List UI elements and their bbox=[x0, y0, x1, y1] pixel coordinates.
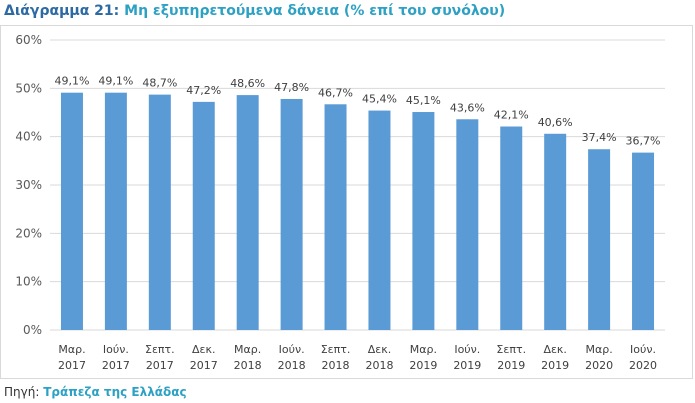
data-label: 45,1% bbox=[406, 94, 441, 107]
bar bbox=[192, 101, 215, 330]
x-tick-label: 2017 bbox=[190, 359, 218, 372]
source-label: Πηγή: bbox=[4, 385, 40, 399]
bar bbox=[148, 94, 171, 330]
chart-title: Διάγραμμα 21: Μη εξυπηρετούμενα δάνεια (… bbox=[4, 3, 505, 19]
x-tick-label: 2020 bbox=[585, 359, 613, 372]
data-label: 40,6% bbox=[538, 116, 573, 129]
data-label: 48,6% bbox=[230, 77, 265, 90]
bar bbox=[368, 110, 391, 330]
y-tick-label: 60% bbox=[15, 33, 42, 47]
y-tick-label: 0% bbox=[23, 323, 42, 337]
bar bbox=[412, 112, 435, 331]
x-tick-label: Δεκ. bbox=[192, 343, 215, 356]
bar bbox=[324, 104, 347, 331]
bar bbox=[236, 95, 259, 330]
data-label: 43,6% bbox=[450, 101, 485, 114]
x-tick-label: Σεπτ. bbox=[496, 343, 526, 356]
bar bbox=[588, 149, 611, 330]
x-tick-label: Δεκ. bbox=[543, 343, 566, 356]
x-axis-ticks: Μαρ. 2017 Ιούν. 2017 Σεπτ. 2017 Δεκ. 2017 Μαρ. 20… bbox=[58, 343, 657, 372]
y-tick-label: 10% bbox=[15, 275, 42, 289]
bar bbox=[456, 119, 479, 331]
x-tick-label: 2018 bbox=[365, 359, 393, 372]
y-tick-label: 40% bbox=[15, 130, 42, 144]
data-label: 36,7% bbox=[626, 135, 661, 148]
data-label: 49,1% bbox=[54, 75, 89, 88]
data-label: 47,2% bbox=[186, 84, 221, 97]
source-text: Τράπεζα της Ελλάδας bbox=[43, 385, 187, 399]
x-tick-label: 2019 bbox=[453, 359, 481, 372]
data-label: 42,1% bbox=[494, 109, 529, 122]
data-label: 46,7% bbox=[318, 86, 353, 99]
x-tick-label: Μαρ. bbox=[58, 343, 85, 356]
data-labels: 49,1% 49,1% 48,7% 47,2% 48,6% 47,8% 46,7% 45,4%… bbox=[54, 75, 660, 148]
x-tick-label: 2019 bbox=[497, 359, 525, 372]
x-tick-label: Μαρ. bbox=[585, 343, 612, 356]
chart-number-label: Διάγραμμα 21: bbox=[4, 3, 120, 19]
x-tick-label: Μαρ. bbox=[234, 343, 261, 356]
data-label: 45,4% bbox=[362, 93, 397, 106]
bar bbox=[280, 98, 303, 330]
x-tick-label: 2019 bbox=[409, 359, 437, 372]
x-tick-label: 2019 bbox=[541, 359, 569, 372]
x-tick-label: Σεπτ. bbox=[321, 343, 351, 356]
x-tick-label: 2017 bbox=[102, 359, 130, 372]
x-tick-label: Ιούν. bbox=[454, 343, 480, 356]
bar bbox=[632, 152, 655, 330]
x-tick-label: Σεπτ. bbox=[145, 343, 175, 356]
x-tick-label: 2017 bbox=[146, 359, 174, 372]
chart-frame bbox=[0, 25, 693, 379]
x-tick-label: Δεκ. bbox=[368, 343, 391, 356]
bars bbox=[60, 92, 655, 331]
chart-title-text: Μη εξυπηρετούμενα δάνεια (% επί του συνό… bbox=[124, 3, 506, 19]
x-tick-label: 2018 bbox=[278, 359, 306, 372]
y-tick-label: 30% bbox=[15, 178, 42, 192]
x-tick-label: Μαρ. bbox=[410, 343, 437, 356]
data-label: 48,7% bbox=[142, 77, 177, 90]
x-tick-label: 2018 bbox=[322, 359, 350, 372]
bar bbox=[544, 133, 567, 330]
bar bbox=[500, 126, 523, 331]
source-note: Πηγή: Τράπεζα της Ελλάδας bbox=[4, 385, 187, 399]
y-tick-label: 20% bbox=[15, 226, 42, 240]
data-label: 47,8% bbox=[274, 81, 309, 94]
x-tick-label: 2018 bbox=[234, 359, 262, 372]
x-tick-label: Ιούν. bbox=[103, 343, 129, 356]
data-label: 37,4% bbox=[582, 131, 617, 144]
x-tick-label: 2020 bbox=[629, 359, 657, 372]
x-tick-label: Ιούν. bbox=[279, 343, 305, 356]
y-axis-ticks: 0% 10% 20% 30% 40% 50% 60% bbox=[15, 33, 42, 337]
data-label: 49,1% bbox=[98, 75, 133, 88]
y-tick-label: 50% bbox=[15, 81, 42, 95]
bar bbox=[104, 92, 127, 330]
x-tick-label: 2017 bbox=[58, 359, 86, 372]
bar bbox=[60, 92, 83, 330]
x-tick-label: Ιούν. bbox=[630, 343, 656, 356]
